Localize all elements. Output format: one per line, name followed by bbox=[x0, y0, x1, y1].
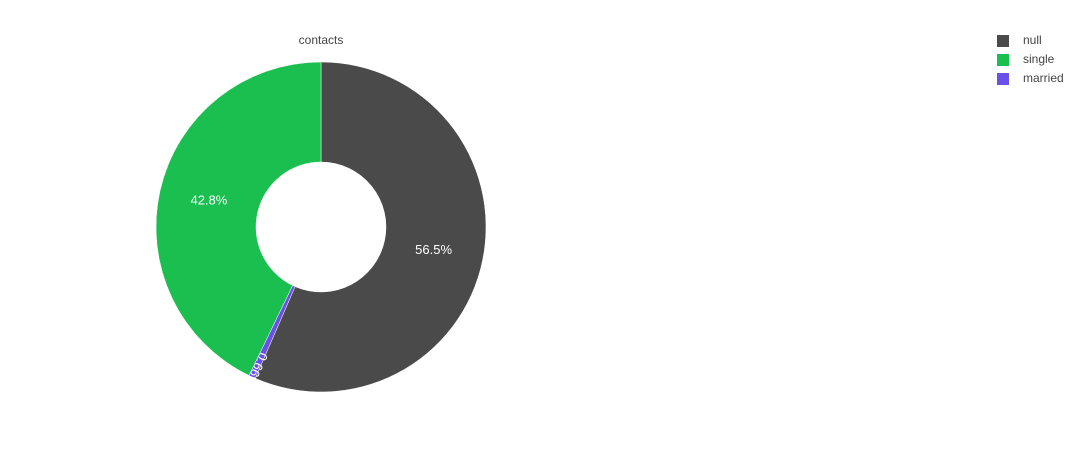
legend-label[interactable]: married bbox=[1023, 71, 1064, 85]
legend-swatch[interactable] bbox=[997, 73, 1009, 85]
chart-title: contacts bbox=[299, 33, 344, 47]
legend-label[interactable]: single bbox=[1023, 52, 1055, 66]
slice bbox=[254, 61, 487, 393]
legend-swatch[interactable] bbox=[997, 35, 1009, 47]
legend-swatch[interactable] bbox=[997, 54, 1009, 66]
slice bbox=[155, 61, 322, 376]
legend-label[interactable]: null bbox=[1023, 33, 1042, 47]
slice-label: 56.5% bbox=[415, 242, 452, 257]
slice-label: 42.8% bbox=[190, 193, 227, 208]
